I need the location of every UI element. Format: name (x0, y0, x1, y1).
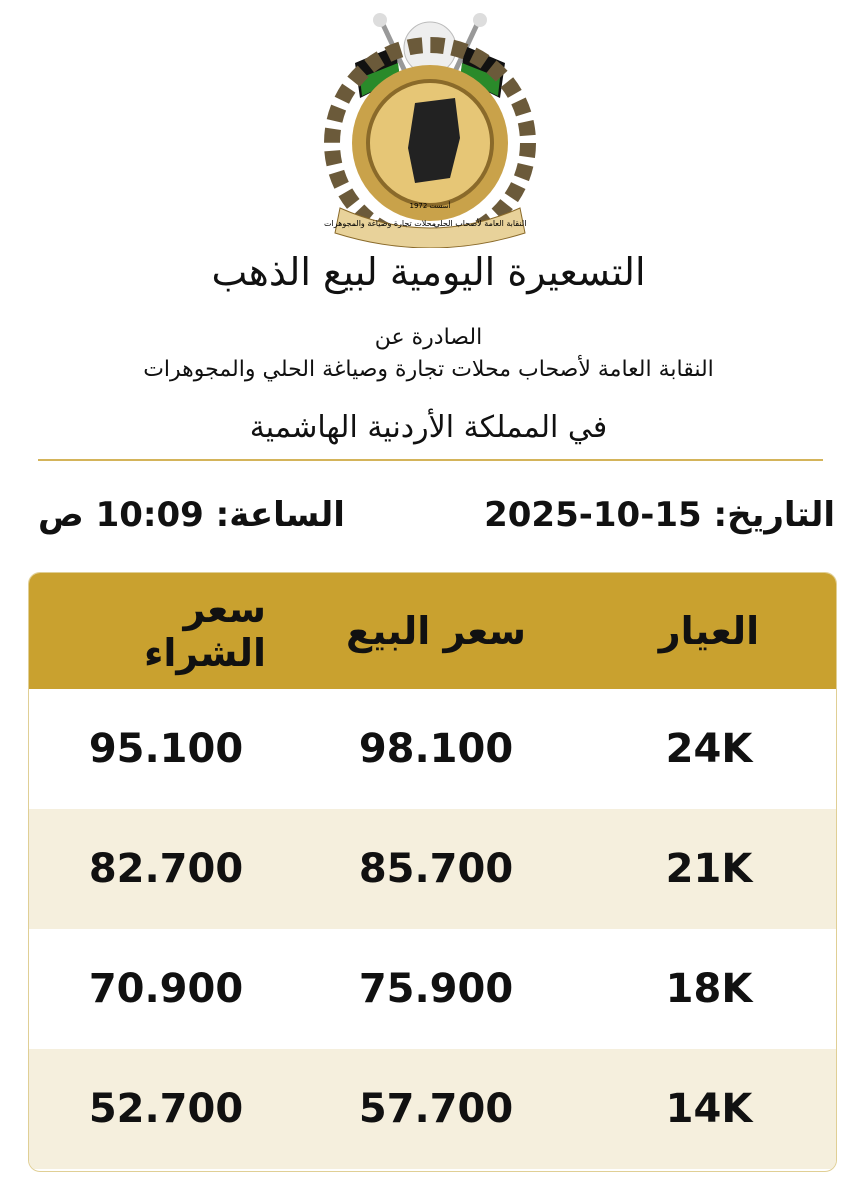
title: التسعيرة اليومية لبيع الذهب (211, 250, 646, 294)
table-cell: 57.700 (358, 1086, 514, 1132)
table-cell: 52.700 (88, 1086, 244, 1132)
issued-by: الصادرة عن (374, 325, 483, 350)
divider (38, 459, 823, 461)
logo-founded: أسست 1972 (410, 201, 451, 210)
country: في المملكة الأردنية الهاشمية (249, 410, 608, 445)
table-cell: 82.700 (88, 846, 244, 892)
table-cell: 75.900 (358, 966, 514, 1012)
date: التاريخ: 15-10-2025 (484, 495, 835, 535)
table-row: 21K 85.700 82.700 (29, 809, 836, 929)
table-cell: 18K (665, 966, 753, 1012)
table-cell: 14K (665, 1086, 753, 1132)
table-cell: 85.700 (358, 846, 514, 892)
logo-text: محلات تجارة وصياغة والمجوهرات (324, 219, 436, 228)
table-cell: 98.100 (358, 726, 514, 772)
price-table: العيار سعر البيع سعر الشراء 24K 98.100 95.… (28, 572, 837, 1172)
logo: النقابة العامة لأصحاب الحلي محلات تجارة … (324, 13, 536, 248)
header-cell: سعر البيع (346, 609, 526, 653)
table-cell: 21K (665, 846, 753, 892)
table-header: العيار سعر البيع سعر الشراء (29, 573, 836, 689)
time: الساعة: 10:09 ص (38, 495, 345, 535)
header-cell: سعر الشراء (143, 587, 266, 675)
table-row: 18K 75.900 70.900 (29, 929, 836, 1049)
logo-text: النقابة العامة لأصحاب الحلي (434, 218, 527, 228)
organization: النقابة العامة لأصحاب محلات تجارة وصياغة… (143, 357, 714, 382)
table-cell: 70.900 (88, 966, 244, 1012)
header-cell: العيار (658, 609, 760, 653)
table-cell: 95.100 (88, 726, 244, 772)
table-row: 24K 98.100 95.100 (29, 689, 836, 809)
table-cell: 24K (665, 726, 753, 772)
table-row: 14K 57.700 52.700 (29, 1049, 836, 1169)
